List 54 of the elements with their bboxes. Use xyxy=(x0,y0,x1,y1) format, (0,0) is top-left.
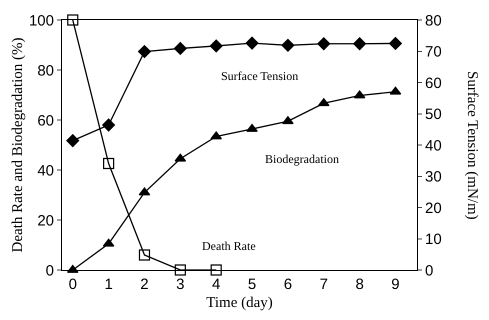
x-tick-label: 5 xyxy=(248,276,256,293)
point xyxy=(353,37,366,50)
y2-tick-label: 60 xyxy=(425,74,442,92)
x-tick-label: 4 xyxy=(212,276,220,293)
y-tick-label: 100 xyxy=(28,12,54,30)
x-tick-label: 3 xyxy=(176,276,184,293)
point xyxy=(138,187,150,196)
series-label: Death Rate xyxy=(202,239,256,253)
series-label: Surface Tension xyxy=(221,69,298,83)
point xyxy=(174,264,186,276)
point xyxy=(281,38,294,52)
point xyxy=(282,116,294,124)
point xyxy=(210,264,222,276)
y2-tick-label: 80 xyxy=(425,12,442,30)
y2-tick-label: 0 xyxy=(425,262,434,280)
y2-tick-label: 70 xyxy=(425,44,442,60)
point xyxy=(210,39,223,52)
point xyxy=(317,37,330,50)
y-axis-title: Death Rate and Biodegradation (%) xyxy=(10,38,26,252)
y2-tick-label: 30 xyxy=(425,168,442,186)
point xyxy=(390,86,402,95)
point xyxy=(389,36,402,50)
point xyxy=(174,154,186,162)
point xyxy=(246,36,258,50)
point xyxy=(67,14,78,26)
x-tick-label: 6 xyxy=(284,276,292,293)
point xyxy=(103,158,114,170)
y-tick-label: 80 xyxy=(37,62,54,80)
x-tick-label: 1 xyxy=(104,276,113,293)
point xyxy=(102,238,114,247)
x-tick-label: 9 xyxy=(391,276,400,293)
series-label: Biodegradation xyxy=(265,152,339,166)
y-tick-label: 60 xyxy=(37,112,54,130)
y-tick-label: 40 xyxy=(37,162,54,180)
point xyxy=(210,131,222,140)
y2-tick-label: 10 xyxy=(425,231,442,248)
point xyxy=(138,45,151,58)
point xyxy=(246,124,258,132)
x-tick-label: 8 xyxy=(355,276,364,293)
point xyxy=(174,42,187,55)
point xyxy=(66,134,80,148)
x-tick-label: 7 xyxy=(320,276,328,293)
x-tick-label: 2 xyxy=(140,276,149,293)
point xyxy=(354,90,366,98)
y2-tick-label: 50 xyxy=(425,106,442,123)
y2-tick-label: 20 xyxy=(425,200,442,217)
x-axis-title: Time (day) xyxy=(206,295,273,311)
point xyxy=(102,118,116,132)
y-tick-label: 20 xyxy=(37,212,54,230)
y2-axis-title: Surface Tension (mN/m) xyxy=(464,70,480,220)
y-tick-label: 0 xyxy=(46,262,54,280)
y2-tick-label: 40 xyxy=(425,137,442,154)
x-tick-label: 0 xyxy=(68,276,77,293)
point xyxy=(138,249,150,261)
